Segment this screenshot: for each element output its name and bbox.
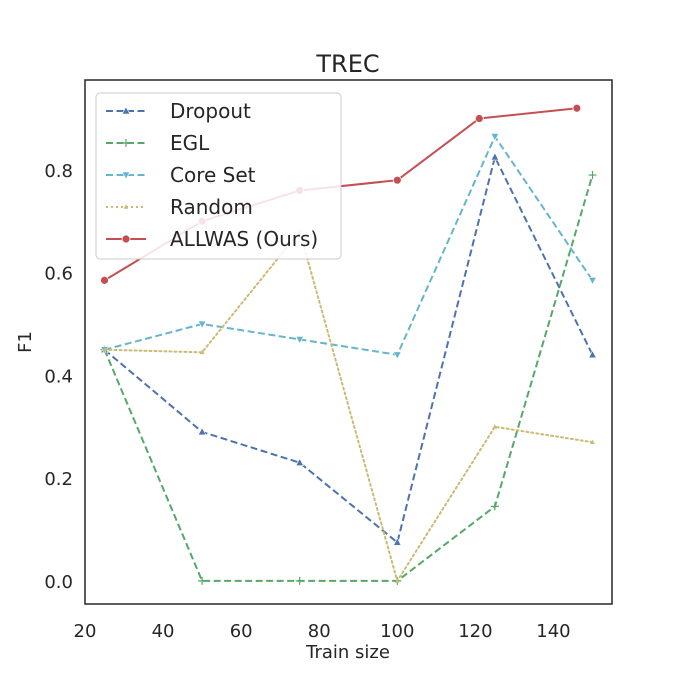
x-tick-label-60: 60: [230, 621, 253, 642]
legend-egl-point-marker: [122, 139, 130, 147]
series-random-point-0: [102, 347, 107, 352]
series-dropout-point-3: [392, 537, 402, 546]
series-random-line: [103, 229, 594, 584]
series-dropout-point-1: [197, 427, 207, 436]
series-core-set-point-5: [588, 277, 597, 286]
series-core-set-point-3: [392, 351, 402, 360]
series-allwas-ours-point-5: [572, 103, 582, 113]
legend-random-point-marker: [123, 204, 129, 209]
series-random-point-1: [199, 349, 205, 355]
series-core-set-point-4: [490, 133, 500, 142]
legend-item-dropout: Dropout: [106, 99, 251, 123]
x-tick-label-40: 40: [152, 621, 175, 642]
y-tick-label-4: 0.8: [44, 161, 73, 182]
y-tick-label-2: 0.4: [44, 366, 73, 387]
x-axis-title: Train size: [305, 642, 390, 663]
series-dropout-point-4: [490, 152, 500, 161]
x-tick-label-20: 20: [74, 621, 97, 642]
series-dropout-point-5: [588, 350, 597, 359]
legend-label-random: Random: [170, 195, 253, 219]
legend: Dropout EGL Core Set Random ALLWAS (Ours): [95, 92, 342, 260]
series-core-set: [100, 133, 597, 360]
chart-title: TREC: [315, 50, 379, 78]
legend-box: [95, 92, 342, 260]
x-tick-label-100: 100: [380, 621, 414, 642]
y-tick-label-3: 0.6: [44, 264, 73, 285]
series-core-set-line: [104, 134, 594, 356]
y-axis-title: F1: [15, 331, 36, 353]
legend-label-allwas-ours: ALLWAS (Ours): [170, 227, 318, 251]
series-random-point-3: [394, 578, 400, 583]
legend-label-dropout: Dropout: [170, 99, 251, 123]
series-egl-point-5: [588, 171, 597, 180]
plot-series-group: [100, 103, 597, 585]
y-tick-label-1: 0.2: [44, 469, 73, 490]
series-allwas-ours-point-4: [474, 114, 484, 123]
series-allwas-ours-point-0: [100, 275, 109, 285]
series-dropout-point-2: [295, 457, 305, 467]
legend-core-set-point-marker: [121, 171, 131, 180]
y-axis: 0.0 0.2 0.4 0.6 0.8: [44, 161, 73, 593]
series-allwas-ours-point-3: [392, 175, 402, 185]
series-dropout-line: [103, 154, 594, 545]
legend-item-core-set: Core Set: [106, 163, 256, 187]
series-core-set-point-1: [197, 320, 207, 329]
legend-label-core-set: Core Set: [170, 163, 256, 187]
series-egl-point-4: [490, 502, 499, 511]
legend-item-egl: EGL: [106, 131, 210, 155]
plot-frame: [84, 79, 613, 605]
series-egl-point-2: [295, 576, 304, 585]
x-tick-label-120: 120: [458, 621, 492, 642]
legend-allwas-ours-point-marker: [121, 234, 131, 244]
series-random: [102, 228, 595, 584]
x-tick-label-140: 140: [536, 621, 570, 642]
legend-item-allwas-ours: ALLWAS (Ours): [106, 227, 318, 251]
series-random-point-4: [492, 424, 498, 429]
x-axis: 20 40 60 80 100 120 140: [74, 621, 571, 642]
legend-dropout-point-marker: [121, 106, 131, 115]
x-tick-label-80: 80: [308, 621, 331, 642]
legend-item-random: Random: [106, 195, 253, 219]
y-tick-label-0: 0.0: [44, 572, 73, 593]
series-core-set-point-2: [295, 336, 305, 345]
series-random-point-5: [590, 439, 595, 444]
legend-label-egl: EGL: [170, 131, 210, 155]
series-egl-point-1: [198, 576, 207, 585]
